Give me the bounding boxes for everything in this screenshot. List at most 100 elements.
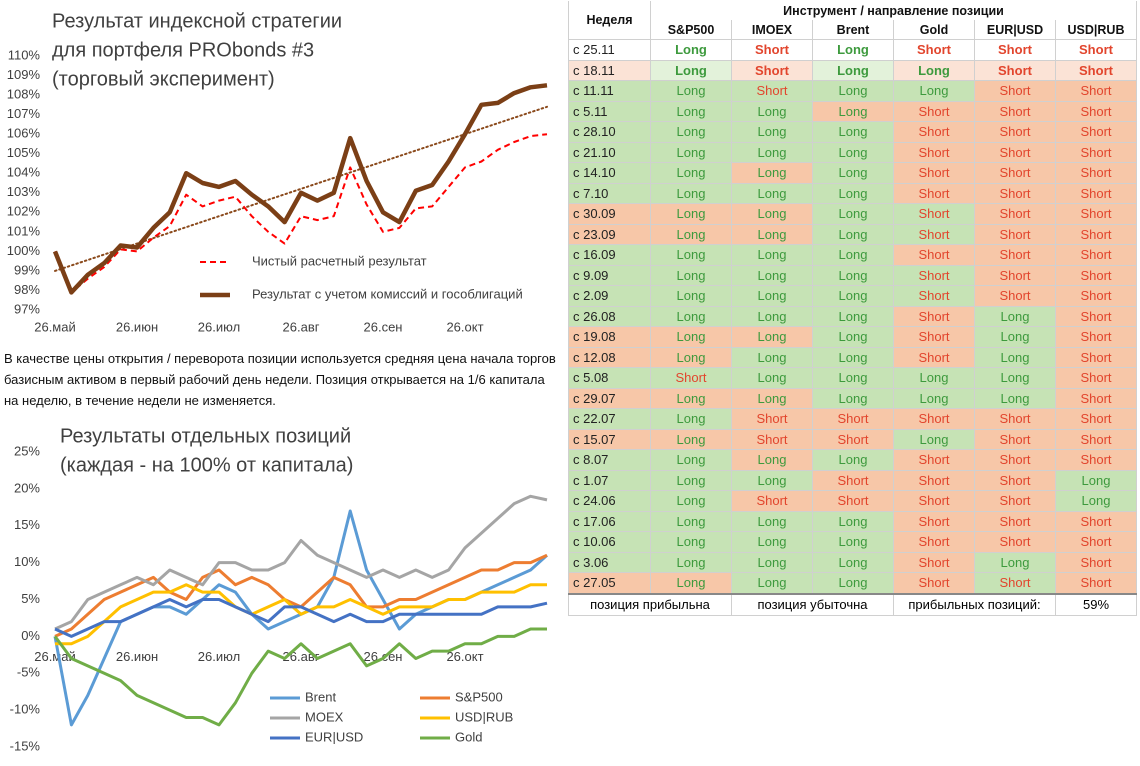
position-cell: Long (731, 223, 813, 245)
position-cell: Short (812, 428, 894, 450)
position-cell: Short (974, 449, 1056, 471)
position-cell: Long (731, 367, 813, 389)
position-cell: Short (1055, 223, 1137, 245)
position-cell: Short (1055, 59, 1137, 81)
week-cell: с 21.10 (568, 141, 651, 163)
position-cell: Long (731, 203, 813, 225)
position-cell: Long (731, 531, 813, 553)
chart-title: (торговый эксперимент) (52, 68, 275, 90)
legend-loss: позиция убыточна (731, 592, 894, 616)
position-cell: Short (974, 469, 1056, 491)
y-tick-label: -10% (10, 702, 41, 717)
position-cell: Long (893, 59, 975, 81)
position-cell: Short (1055, 346, 1137, 368)
position-cell: Short (974, 203, 1056, 225)
header-cell: Инструмент / направление позиции (650, 1, 1137, 20)
week-cell: с 15.07 (568, 428, 651, 450)
position-cell: Short (974, 223, 1056, 245)
week-row: с 29.07 Long Long Long Long Long Short (568, 387, 1137, 409)
position-cell: Long (812, 244, 894, 266)
y-tick-label: 106% (7, 126, 41, 141)
x-tick-label: 26.май (34, 319, 76, 334)
week-row: с 1.07 Long Long Short Short Short Long (568, 469, 1137, 491)
y-tick-label: 102% (7, 204, 41, 219)
position-cell: Long (1055, 469, 1137, 491)
share-value: 59% (1055, 592, 1137, 616)
position-cell: Long (893, 428, 975, 450)
week-cell: с 8.07 (568, 449, 651, 471)
week-cell: с 16.09 (568, 244, 651, 266)
header-row: Неделя Инструмент / направление позиции (568, 1, 1137, 40)
week-cell: с 12.08 (568, 346, 651, 368)
strategy-chart: Результат индексной стратегии для портфел… (0, 0, 560, 345)
position-cell: Short (893, 490, 975, 512)
week-row: с 23.09 Long Long Long Short Short Short (568, 223, 1137, 245)
position-cell: Long (731, 387, 813, 409)
y-tick-label: 15% (14, 517, 40, 532)
position-cell: Short (893, 182, 975, 204)
y-tick-label: 105% (7, 145, 41, 160)
week-row: с 15.07 Long Short Short Long Short Short (568, 428, 1137, 450)
y-tick-label: 110% (8, 47, 41, 62)
position-cell: Short (893, 449, 975, 471)
position-cell: Short (974, 141, 1056, 163)
position-cell: Long (731, 285, 813, 307)
position-cell: Long (650, 223, 732, 245)
position-cell: Long (812, 510, 894, 532)
week-cell: с 22.07 (568, 408, 651, 430)
week-cell: с 5.11 (568, 100, 651, 122)
week-row: с 7.10 Long Long Long Short Short Short (568, 182, 1137, 204)
position-cell: Short (650, 367, 732, 389)
series-line (54, 494, 548, 631)
week-row: с 14.10 Long Long Long Short Short Short (568, 162, 1137, 184)
position-cell: Long (812, 121, 894, 143)
x-tick-label: 26.сен (364, 319, 403, 334)
week-cell: с 2.09 (568, 285, 651, 307)
y-tick-label: 25% (14, 443, 40, 458)
position-cell: Long (650, 551, 732, 573)
y-tick-label: 108% (7, 87, 41, 102)
legend-label: Чистый расчетный результат (252, 253, 427, 268)
position-cell: Long (650, 510, 732, 532)
position-cell: Long (650, 244, 732, 266)
position-cell: Long (731, 305, 813, 327)
position-cell: Long (650, 387, 732, 409)
position-cell: Long (812, 305, 894, 327)
position-cell: Short (974, 285, 1056, 307)
position-cell: Long (812, 551, 894, 573)
position-cell: Short (1055, 531, 1137, 553)
position-cell: Long (731, 121, 813, 143)
position-cell: Short (893, 141, 975, 163)
position-cell: Short (893, 203, 975, 225)
position-cell: Long (650, 285, 732, 307)
legend-label: Brent (305, 689, 336, 704)
instrument-header: Gold (893, 20, 975, 40)
week-row: с 21.10 Long Long Long Short Short Short (568, 141, 1137, 163)
week-row: с 3.06 Long Long Long Short Long Short (568, 551, 1137, 573)
x-tick-label: 26.сен (364, 649, 403, 664)
week-row: с 26.08 Long Long Long Short Long Short (568, 305, 1137, 327)
chart-title: для портфеля PRObonds #3 (52, 39, 314, 61)
position-cell: Short (1055, 551, 1137, 573)
position-cell: Long (650, 203, 732, 225)
position-cell: Short (893, 121, 975, 143)
position-cell: Long (650, 59, 732, 81)
position-cell: Short (731, 408, 813, 430)
position-cell: Short (974, 408, 1056, 430)
week-cell: с 24.06 (568, 490, 651, 512)
position-cell: Short (974, 244, 1056, 266)
position-cell: Long (650, 469, 732, 491)
position-cell: Long (650, 346, 732, 368)
position-cell: Short (893, 469, 975, 491)
position-cell: Short (1055, 203, 1137, 225)
position-cell: Short (1055, 39, 1137, 61)
y-tick-label: 10% (14, 554, 40, 569)
position-cell: Short (1055, 408, 1137, 430)
position-cell: Short (974, 490, 1056, 512)
position-cell: Short (1055, 244, 1137, 266)
instrument-header: Brent (812, 20, 894, 40)
header-row: S&P500 IMOEX Brent Gold EUR|USD USD|RUB (569, 20, 1137, 40)
x-tick-label: 26.окт (446, 319, 483, 334)
position-cell: Short (974, 100, 1056, 122)
week-row: с 18.11 Long Short Long Long Short Short (568, 59, 1137, 81)
